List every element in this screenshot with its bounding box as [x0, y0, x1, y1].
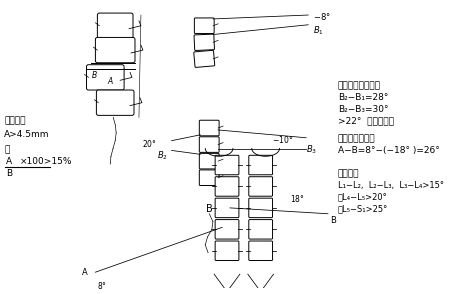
FancyBboxPatch shape	[194, 50, 215, 67]
Text: $20°$: $20°$	[142, 138, 157, 149]
FancyBboxPatch shape	[215, 155, 239, 175]
Text: A−B=8°−(−18° )=26°: A−B=8°−(−18° )=26°	[338, 146, 439, 155]
FancyBboxPatch shape	[194, 34, 214, 51]
FancyBboxPatch shape	[215, 198, 239, 218]
Text: A: A	[6, 157, 12, 166]
Text: 或: 或	[4, 146, 10, 155]
FancyBboxPatch shape	[199, 153, 219, 169]
FancyBboxPatch shape	[249, 177, 273, 196]
Text: $-10°$: $-10°$	[272, 134, 293, 145]
FancyBboxPatch shape	[199, 137, 219, 152]
FancyBboxPatch shape	[215, 177, 239, 196]
FancyBboxPatch shape	[249, 198, 273, 218]
Text: 或L₄−L₅>20°: 或L₄−L₅>20°	[338, 192, 388, 201]
Text: $18°$: $18°$	[291, 193, 305, 204]
Text: >22°  即为不正常: >22° 即为不正常	[338, 116, 394, 125]
Text: $-8°$: $-8°$	[313, 11, 331, 22]
Text: A: A	[82, 268, 88, 277]
Text: A>4.5mm: A>4.5mm	[4, 130, 50, 139]
Text: B: B	[330, 216, 336, 225]
Text: L₁−L₂,  L₂−L₃,  L₃−L₄>15°: L₁−L₂, L₂−L₃, L₃−L₄>15°	[338, 181, 444, 190]
Text: B₂−B₁=28°: B₂−B₁=28°	[338, 93, 388, 102]
FancyBboxPatch shape	[249, 241, 273, 260]
FancyBboxPatch shape	[97, 13, 133, 39]
Text: $B_2$: $B_2$	[157, 149, 168, 162]
Text: 或L₅−S₁>25°: 或L₅−S₁>25°	[338, 204, 388, 213]
Text: 矢状面上旋转：: 矢状面上旋转：	[338, 134, 375, 143]
Text: 不正常：: 不正常：	[4, 116, 26, 125]
Text: B: B	[206, 204, 212, 214]
Text: B₂−B₃=30°: B₂−B₃=30°	[338, 105, 388, 114]
Text: $B_3$: $B_3$	[306, 143, 317, 156]
FancyBboxPatch shape	[86, 65, 124, 90]
Text: 不正常：: 不正常：	[338, 169, 359, 178]
FancyBboxPatch shape	[199, 170, 219, 186]
FancyBboxPatch shape	[95, 37, 135, 63]
Text: B: B	[91, 71, 97, 80]
FancyBboxPatch shape	[199, 120, 219, 136]
FancyBboxPatch shape	[215, 241, 239, 260]
FancyBboxPatch shape	[249, 220, 273, 239]
Text: $B_1$: $B_1$	[313, 25, 324, 37]
Text: 矢状面相对成角：: 矢状面相对成角：	[338, 81, 381, 90]
Text: A: A	[107, 77, 112, 86]
Text: ×100>15%: ×100>15%	[20, 157, 73, 166]
FancyBboxPatch shape	[215, 220, 239, 239]
FancyBboxPatch shape	[96, 90, 134, 115]
FancyBboxPatch shape	[249, 155, 273, 175]
Text: $8°$: $8°$	[97, 280, 107, 291]
FancyBboxPatch shape	[194, 18, 214, 34]
Text: B: B	[6, 169, 12, 178]
